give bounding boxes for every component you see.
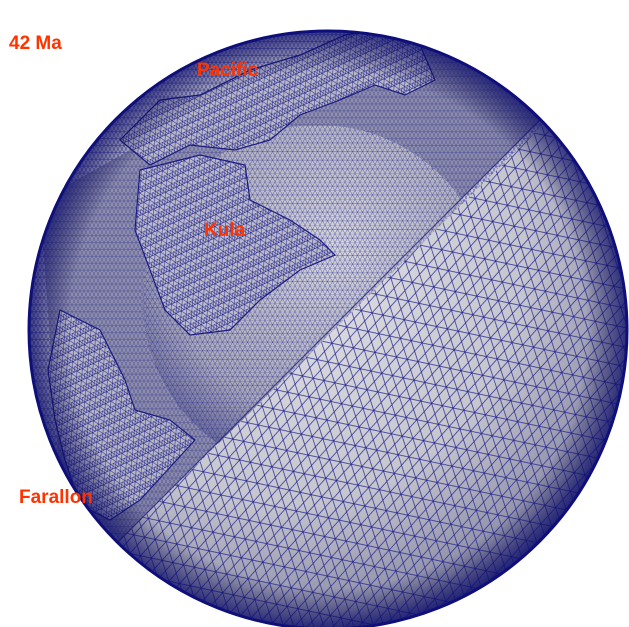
plate-label-farallon: Farallon bbox=[19, 487, 93, 508]
plate-label-pacific: Pacific bbox=[197, 60, 259, 81]
plate-label-kula: Kula bbox=[204, 220, 246, 241]
age-label: 42 Ma bbox=[9, 33, 62, 54]
